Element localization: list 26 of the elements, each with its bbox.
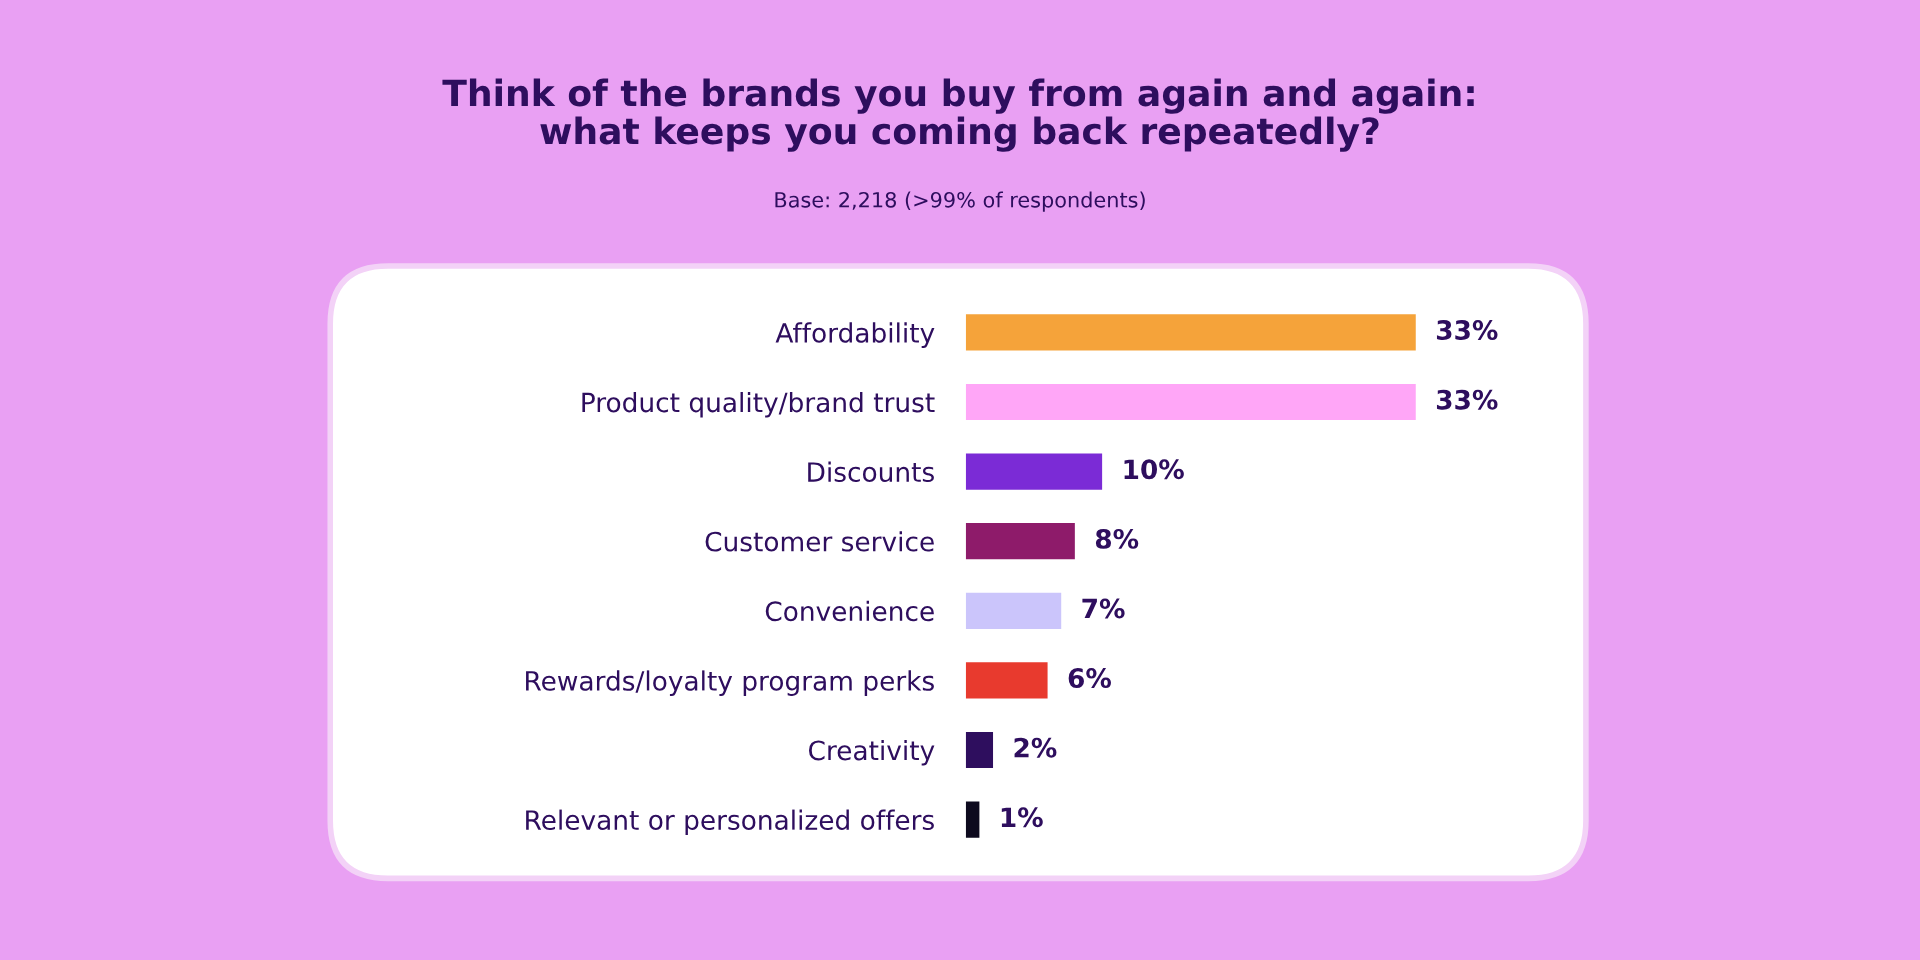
bar <box>965 801 980 838</box>
y-tick-label: Affordability <box>775 322 935 348</box>
y-tick-label: Customer service <box>705 531 934 552</box>
bar <box>965 592 1062 629</box>
bar <box>965 523 1075 560</box>
y-tick-label: Relevant or personalized offers <box>526 809 934 836</box>
chart-subtitle: Base: 2,218 (>99% of respondents) <box>775 191 1145 212</box>
data-label: 33% <box>1436 389 1498 410</box>
chart-title: Think of the brands you buy from again and again: what keeps you coming back repeatedly? <box>442 78 1474 152</box>
bar <box>965 314 1416 351</box>
data-label: 33% <box>1436 320 1498 341</box>
y-tick-label: Creativity <box>809 739 935 766</box>
y-tick-label: Convenience <box>765 600 934 622</box>
data-label: 1% <box>1001 807 1043 828</box>
y-tick-label: Rewards/loyalty program perks <box>526 670 934 696</box>
bar <box>965 453 1103 490</box>
data-label: 6% <box>1068 668 1111 689</box>
bar <box>965 383 1416 421</box>
y-tick-label: Discounts <box>808 461 934 482</box>
y-tick-label: Product quality/brand trust <box>582 391 935 418</box>
data-label: 7% <box>1082 598 1125 619</box>
bar <box>965 731 994 769</box>
data-label: 10% <box>1124 459 1184 480</box>
bar <box>965 662 1048 699</box>
data-label: 2% <box>1014 737 1057 758</box>
data-label: 8% <box>1095 528 1139 549</box>
